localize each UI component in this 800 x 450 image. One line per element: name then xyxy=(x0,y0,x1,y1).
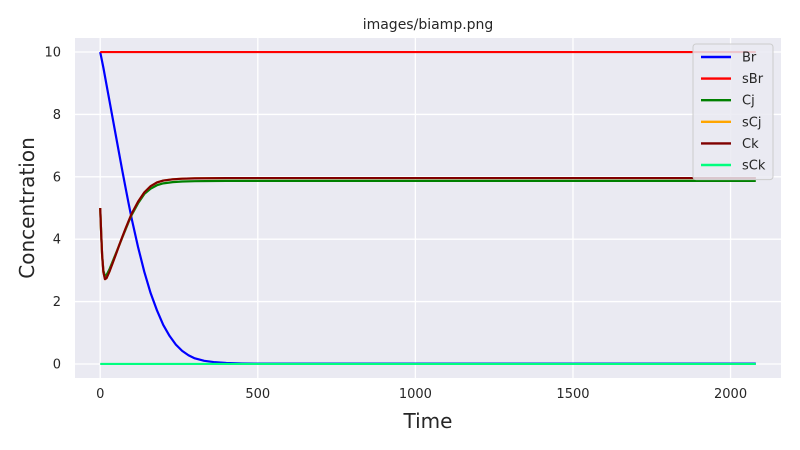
plot-area xyxy=(75,38,781,378)
y-tick-label: 2 xyxy=(53,295,61,310)
x-axis-label: Time xyxy=(403,409,453,433)
x-tick-label: 1000 xyxy=(399,387,432,402)
y-tick-label: 6 xyxy=(53,170,61,185)
tick-labels: 0 500 1000 1500 2000 0 2 4 6 8 10 xyxy=(44,46,747,402)
legend-label-scj: sCj xyxy=(742,115,761,130)
legend: Br sBr Cj sCj Ck sCk xyxy=(692,43,774,181)
y-tick-label: 10 xyxy=(44,46,61,61)
legend-label-sck: sCk xyxy=(742,159,766,174)
y-axis-label: Concentration xyxy=(15,137,39,278)
legend-label-ck: Ck xyxy=(742,137,759,152)
x-tick-label: 0 xyxy=(96,387,104,402)
y-tick-label: 4 xyxy=(53,233,61,248)
series-line-ck xyxy=(99,176,756,281)
x-tick-label: 500 xyxy=(245,387,270,402)
legend-label-br: Br xyxy=(742,51,757,66)
y-tick-label: 8 xyxy=(53,108,61,123)
x-tick-label: 2000 xyxy=(714,387,747,402)
y-tick-label: 0 xyxy=(53,357,61,372)
chart-title: images/biamp.png xyxy=(363,17,494,33)
x-tick-label: 1500 xyxy=(556,387,589,402)
legend-label-cj: Cj xyxy=(742,94,755,109)
legend-label-sbr: sBr xyxy=(742,72,764,87)
series-layer xyxy=(99,50,756,366)
